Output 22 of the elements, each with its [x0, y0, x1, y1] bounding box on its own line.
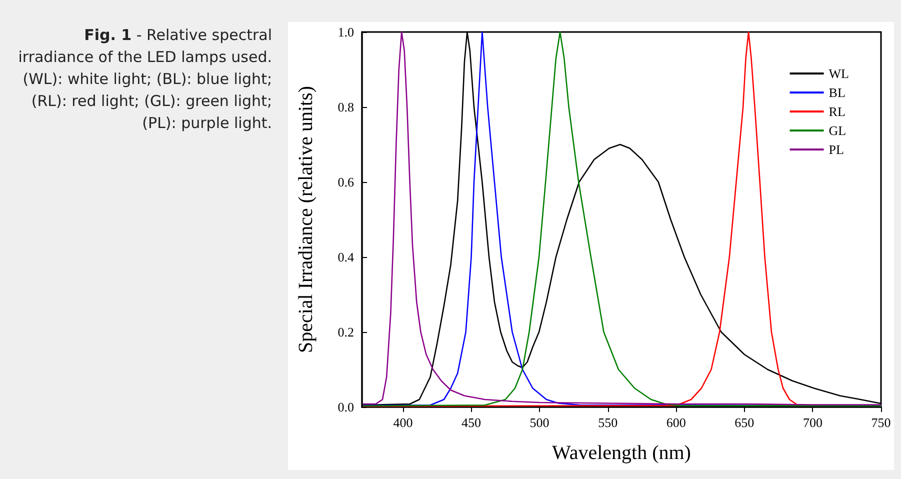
y-axis-title: Special Irradiance (relative units) [295, 86, 317, 354]
x-tick-label: 500 [530, 415, 550, 430]
y-tick-label: 0.2 [338, 324, 354, 340]
legend-label: RL [828, 104, 846, 119]
y-tick-label: 0.8 [338, 100, 354, 114]
x-tick-label: 550 [598, 415, 618, 430]
y-tick-label: 1.0 [338, 24, 354, 40]
legend-label: BL [828, 85, 846, 100]
x-axis-title: Wavelength (nm) [552, 442, 691, 464]
legend-label: PL [828, 142, 844, 157]
legend-label: WL [828, 66, 850, 81]
x-tick-label: 600 [666, 415, 686, 430]
x-tick-label: 450 [462, 415, 482, 430]
text: Fig. 1 - Relative spectral irradiance of the LED lamps used. (WL): white light; (BL): blue light; (RL): red light; (GL): green light; (PL): purple light. [17, 25, 272, 134]
y-tick-label: 0.4 [338, 250, 354, 264]
x-tick-label: 400 [393, 415, 413, 430]
y-tick-label: 0.0 [338, 400, 354, 414]
x-tick-label: 700 [802, 415, 822, 430]
y-tick-label: 0.6 [338, 174, 354, 190]
legend-label: GL [828, 123, 846, 138]
x-tick-label: 750 [871, 415, 891, 430]
x-tick-label: 650 [734, 415, 754, 430]
